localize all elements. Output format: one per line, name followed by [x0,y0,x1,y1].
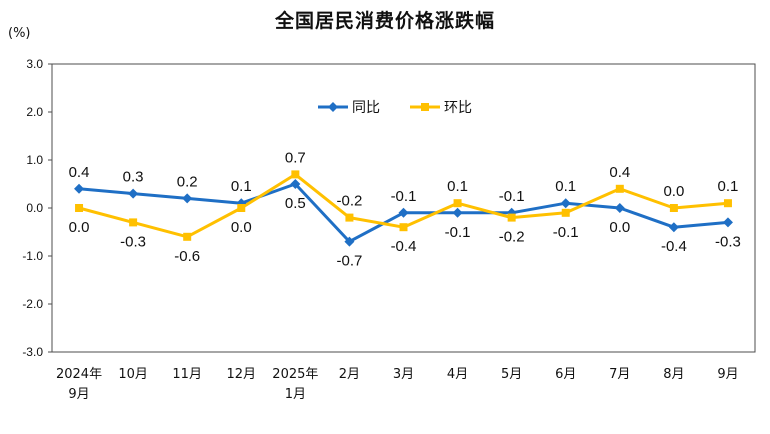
mom-data-label: 0.1 [447,178,468,195]
x-tick-label: 3月 [393,367,414,382]
y-tick-label: 3.0 [26,57,43,71]
x-tick-label-line: 2月 [339,367,360,382]
y-axis-unit: (%) [8,26,31,41]
x-tick-label: 7月 [609,367,630,382]
mom-point [183,232,192,241]
legend-label: 同比 [352,100,380,116]
yoy-data-label: -0.4 [661,238,687,255]
mom-point [669,204,678,212]
yoy-data-label: 0.2 [177,173,198,190]
mom-data-label: 0.1 [718,178,739,195]
plot-area: 3.0 2.0 1.0 0.0 -1.0 -2.0 -3.0 2024年 9月 10月 11月 12月… [22,57,756,402]
x-tick-label: 10月 [118,367,148,382]
x-tick-label-line: 9月 [717,367,738,382]
x-tick-label: 2月 [339,367,360,382]
yoy-data-label: -0.7 [336,253,362,270]
y-tick-label: -3.0 [22,345,43,359]
x-tick-label: 6月 [555,367,576,382]
mom-data-label: 0.0 [663,183,684,200]
mom-point [291,170,300,179]
legend-marker [421,103,429,111]
yoy-point [668,222,679,233]
x-tick-label-line: 10月 [118,367,148,382]
mom-data-label: 0.0 [231,219,252,236]
yoy-point [128,188,139,199]
x-tick-label: 2025年 1月 [272,367,318,402]
x-tick-label: 12月 [226,367,256,382]
y-tick-label: 0.0 [26,201,43,215]
mom-data-label: -0.6 [174,248,200,265]
yoy-point [344,236,355,247]
yoy-point [290,179,301,189]
x-tick-label-line: 7月 [609,367,630,382]
mom-point [75,204,84,212]
yoy-data-label: -0.1 [391,188,417,205]
y-tick-label: 2.0 [26,105,43,119]
x-tick-label-line: 8月 [663,367,684,382]
x-tick-label-line: 12月 [226,367,256,382]
y-tick-label: 1.0 [26,153,43,167]
x-tick-label-line: 2024年 [56,367,102,382]
x-tick-label-line: 5月 [501,367,522,382]
x-tick-label: 2024年 9月 [56,367,102,402]
x-tick-label-line: 1月 [285,387,306,402]
x-tick-label: 8月 [663,367,684,382]
legend-marker [328,102,338,112]
mom-data-label: 0.7 [285,149,306,166]
y-tick-label: -1.0 [22,249,43,263]
x-tick-label-line: 4月 [447,367,468,382]
yoy-data-label: 0.1 [555,178,576,195]
x-tick-label-line: 9月 [68,387,89,402]
y-tick-label: -2.0 [22,297,43,311]
yoy-point [722,217,733,228]
yoy-point [560,198,571,209]
yoy-point [182,193,193,204]
mom-data-label: -0.4 [391,238,417,255]
x-tick-label: 11月 [172,367,202,382]
mom-data-label: -0.1 [553,224,579,241]
yoy-data-label: 0.0 [609,219,630,236]
yoy-data-label: -0.3 [715,233,741,250]
data-labels: 0.4 0.0 0.3 -0.3 0.2 -0.6 0.1 0.0 0.5 0.7 -0.7 -0.2… [69,149,741,269]
mom-point [345,213,354,222]
mom-point [723,199,732,208]
mom-data-label: 0.4 [609,164,630,181]
mom-point [129,218,138,227]
chart-title: 全国居民消费价格涨跌幅 [274,10,495,32]
yoy-data-label: -0.1 [445,224,471,241]
x-tick-label: 5月 [501,367,522,382]
yoy-point [452,207,463,218]
yoy-point [614,203,625,213]
yoy-data-label: 0.4 [69,164,90,181]
yoy-data-label: -0.1 [499,188,525,205]
yoy-point [398,207,409,218]
legend-label: 环比 [444,100,472,116]
yoy-point [74,183,85,194]
x-tick-label: 4月 [447,367,468,382]
mom-point [399,223,408,232]
series-markers [74,170,733,247]
legend: 同比 环比 [318,100,472,116]
x-tick-label-line: 6月 [555,367,576,382]
yoy-data-label: 0.5 [285,195,306,212]
mom-data-label: -0.2 [336,193,362,210]
yoy-data-label: 0.3 [123,169,144,186]
mom-point [615,184,624,193]
mom-data-label: 0.0 [69,219,90,236]
mom-point [453,199,462,208]
mom-data-label: -0.3 [120,233,146,250]
mom-data-label: -0.2 [499,229,525,246]
yoy-data-label: 0.1 [231,178,252,195]
x-tick-label: 9月 [717,367,738,382]
x-tick-label-line: 3月 [393,367,414,382]
mom-point [507,213,516,222]
mom-point [561,208,570,217]
x-tick-label-line: 2025年 [272,367,318,382]
x-tick-label-line: 11月 [172,367,202,382]
mom-point [237,204,246,212]
